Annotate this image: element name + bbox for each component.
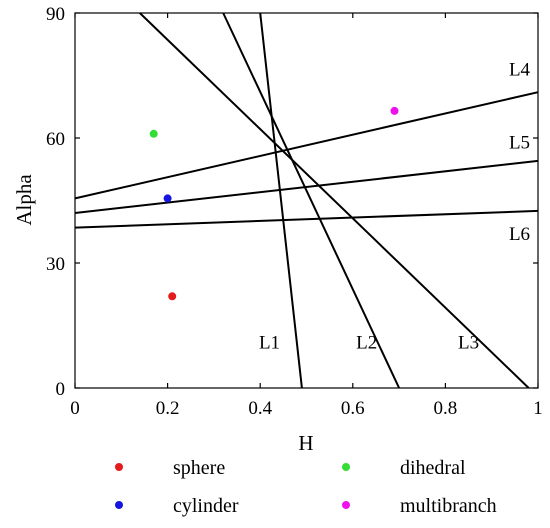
y-tick-label: 0	[56, 379, 66, 400]
boundary-line-l5	[74, 159, 539, 214]
line-label-l6: L6	[509, 224, 530, 245]
line-label-l2: L2	[356, 332, 377, 353]
legend-marker-dihedral	[342, 463, 350, 471]
line-label-l1: L1	[259, 332, 280, 353]
legend-marker-sphere	[115, 463, 123, 471]
y-axis-title: Alpha	[12, 174, 36, 226]
boundary-line-l6	[74, 209, 539, 229]
point-layer	[149, 106, 399, 301]
boundary-line-l1	[259, 12, 303, 389]
y-tick-label: 60	[46, 129, 65, 150]
line-layer	[74, 12, 539, 389]
legend-label-dihedral: dihedral	[400, 457, 466, 479]
legend-label-sphere: sphere	[173, 457, 225, 479]
boundary-line-l4	[74, 91, 539, 200]
y-tick-label: 90	[46, 4, 65, 25]
x-tick-label: 0.6	[341, 398, 365, 419]
x-tick-label: 0.2	[156, 398, 180, 419]
legend-label-cylinder: cylinder	[173, 495, 239, 517]
data-point-cylinder	[163, 194, 172, 203]
line-label-l3: L3	[458, 332, 479, 353]
legend-marker-multibranch	[342, 501, 350, 509]
legend: sphere dihedral cylinder multibranch	[115, 457, 497, 517]
legend-marker-cylinder	[115, 501, 123, 509]
plot-frame	[74, 12, 539, 389]
x-tick-label: 0	[70, 398, 80, 419]
x-tick-label: 1	[533, 398, 543, 419]
data-point-multibranch	[390, 106, 399, 115]
x-axis-title: H	[298, 431, 313, 455]
x-tick-label: 0.8	[434, 398, 458, 419]
data-point-sphere	[168, 292, 177, 301]
boundary-line-l3	[139, 12, 530, 389]
y-tick-label: 30	[46, 254, 65, 275]
data-point-dihedral	[149, 129, 158, 138]
tick-layer: 0 0.2 0.4 0.6 0.8 1 0 30 60 90	[46, 4, 543, 419]
boundary-line-l2	[222, 12, 401, 389]
line-label-layer: L1 L2 L3 L4 L5 L6	[259, 60, 531, 354]
legend-label-multibranch: multibranch	[400, 495, 497, 517]
x-tick-label: 0.4	[248, 398, 272, 419]
line-label-l4: L4	[509, 60, 531, 81]
line-label-l5: L5	[509, 132, 530, 153]
